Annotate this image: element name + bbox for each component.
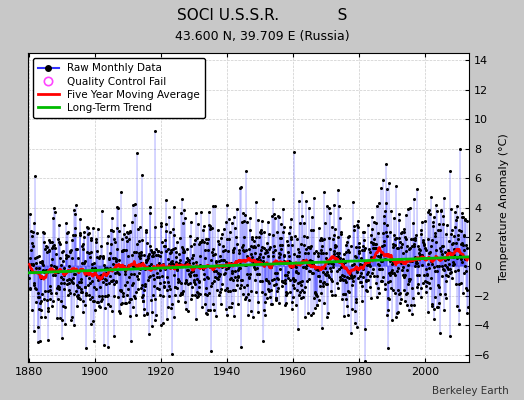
- Y-axis label: Temperature Anomaly (°C): Temperature Anomaly (°C): [499, 133, 509, 282]
- Legend: Raw Monthly Data, Quality Control Fail, Five Year Moving Average, Long-Term Tren: Raw Monthly Data, Quality Control Fail, …: [33, 58, 205, 118]
- Text: SOCI U.S.S.R.            S: SOCI U.S.S.R. S: [177, 8, 347, 23]
- Text: Berkeley Earth: Berkeley Earth: [432, 386, 508, 396]
- Text: 43.600 N, 39.709 E (Russia): 43.600 N, 39.709 E (Russia): [174, 30, 350, 43]
